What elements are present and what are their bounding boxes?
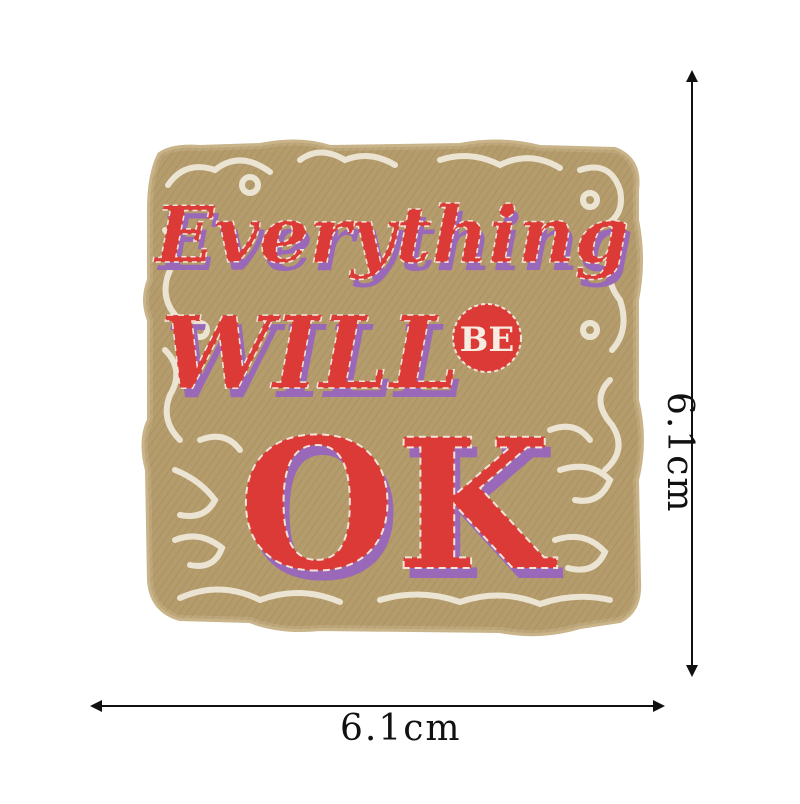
- word-ok-shadow: OK: [244, 410, 563, 621]
- width-dimension-arrow: [90, 700, 665, 712]
- be-badge: [452, 303, 522, 373]
- patch-lettering: Everything Everything WILL WILL BE OK OK: [152, 189, 633, 621]
- decorative-flourishes: [162, 149, 627, 608]
- word-everything: Everything: [153, 190, 629, 281]
- word-will: WILL: [160, 294, 460, 412]
- height-dimension-arrow: [686, 70, 698, 677]
- width-label: 6.1cm: [340, 708, 462, 749]
- word-will-shadow: WILL: [165, 303, 465, 421]
- patch-body: [141, 139, 644, 637]
- word-be: BE: [460, 320, 515, 360]
- height-label: 6.1cm: [659, 392, 700, 514]
- word-everything-shadow: Everything: [157, 198, 633, 289]
- word-ok: OK: [238, 400, 557, 611]
